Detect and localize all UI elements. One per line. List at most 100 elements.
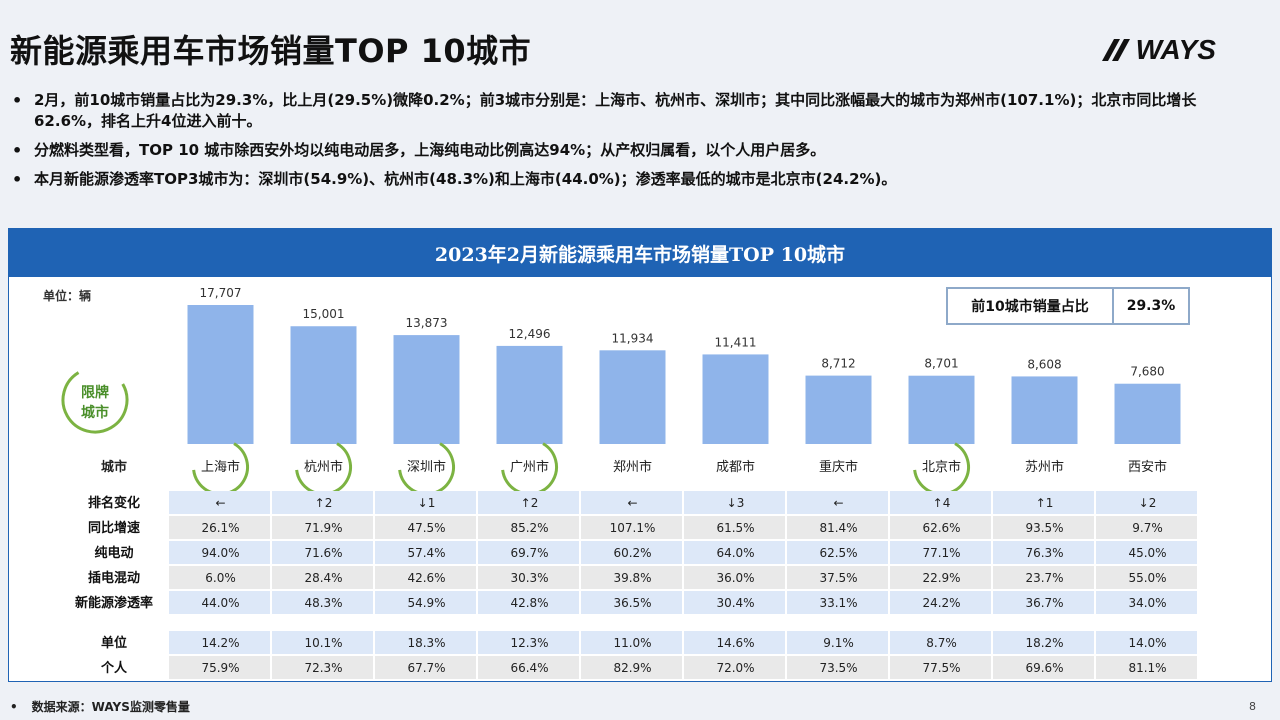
table-cell: 82.9% <box>613 661 651 675</box>
table-cell-bg <box>684 656 785 679</box>
table-cell-bg <box>375 631 476 654</box>
city-label: 杭州市 <box>304 459 343 475</box>
table-cell-bg <box>272 591 373 614</box>
table-cell: 81.4% <box>819 521 857 535</box>
table-cell: 11.0% <box>613 636 651 650</box>
city-label: 西安市 <box>1128 459 1167 475</box>
table-cell: 69.6% <box>1025 661 1063 675</box>
page-title: 新能源乘用车市场销量TOP 10城市 <box>10 32 532 70</box>
table-cell-bg <box>272 631 373 654</box>
bar-value-label: 8,608 <box>1027 357 1061 371</box>
table-cell-bg <box>684 591 785 614</box>
city-label: 上海市 <box>201 459 240 475</box>
table-cell: 48.3% <box>304 596 342 610</box>
table-cell-bg <box>169 591 270 614</box>
table-cell-bg <box>890 591 991 614</box>
table-cell-bg <box>169 631 270 654</box>
table-cell: 94.0% <box>201 546 239 560</box>
city-label: 苏州市 <box>1025 459 1064 475</box>
restricted-city-badge-ring <box>61 366 129 434</box>
table-cell-bg <box>1096 516 1197 539</box>
city-label: 深圳市 <box>407 459 446 475</box>
table-cell-bg <box>684 516 785 539</box>
table-row-label: 插电混动 <box>88 570 140 586</box>
table-cell-bg <box>684 566 785 589</box>
bar <box>290 326 357 444</box>
table-cell: 81.1% <box>1128 661 1166 675</box>
table-cell: 72.3% <box>304 661 342 675</box>
table-cell: 14.2% <box>201 636 239 650</box>
table-row-label: 单位 <box>101 635 127 651</box>
table-cell-bg <box>993 541 1094 564</box>
table-cell: 30.4% <box>716 596 754 610</box>
table-cell-bg <box>375 656 476 679</box>
table-cell-bg <box>478 631 579 654</box>
table-cell-bg <box>581 541 682 564</box>
table-cell-bg <box>272 516 373 539</box>
city-label: 北京市 <box>922 459 961 475</box>
bar-value-label: 15,001 <box>303 307 345 321</box>
table-cell: 85.2% <box>510 521 548 535</box>
table-cell: 73.5% <box>819 661 857 675</box>
ways-logo: WAYS <box>1100 34 1216 66</box>
bar-value-label: 17,707 <box>200 286 242 300</box>
table-cell: 69.7% <box>510 546 548 560</box>
table-cell: 10.1% <box>304 636 342 650</box>
table-cell: 9.7% <box>1132 521 1163 535</box>
bar <box>496 345 563 444</box>
table-cell-bg <box>478 566 579 589</box>
table-row-label: 同比增速 <box>88 520 140 536</box>
table-cell: 26.1% <box>201 521 239 535</box>
table-cell-bg <box>581 631 682 654</box>
bar <box>1114 383 1181 444</box>
table-cell: 45.0% <box>1128 546 1166 560</box>
table-cell-bg <box>478 516 579 539</box>
bar <box>187 305 254 444</box>
data-source-note: • 数据来源：WAYS监测零售量 <box>10 700 190 714</box>
table-cell: 37.5% <box>819 571 857 585</box>
bar-value-label: 12,496 <box>509 327 551 341</box>
table-cell: ← <box>833 496 843 510</box>
table-cell: 36.0% <box>716 571 754 585</box>
table-cell: 47.5% <box>407 521 445 535</box>
table-cell-bg <box>1096 631 1197 654</box>
table-cell: 14.6% <box>716 636 754 650</box>
table-cell-bg <box>684 491 785 514</box>
table-cell-bg <box>890 491 991 514</box>
table-cell-bg <box>890 516 991 539</box>
table-cell: 36.7% <box>1025 596 1063 610</box>
table-row-label: 个人 <box>100 660 128 676</box>
table-cell: 23.7% <box>1025 571 1063 585</box>
table-cell: 33.1% <box>819 596 857 610</box>
table-cell: ↓1 <box>418 496 436 510</box>
table-cell-bg <box>993 591 1094 614</box>
table-cell-bg <box>375 566 476 589</box>
table-cell-bg <box>993 631 1094 654</box>
table-cell-bg <box>478 491 579 514</box>
restricted-city-ring <box>192 438 249 496</box>
bar-value-label: 13,873 <box>406 316 448 330</box>
top10-share-box: 前10城市销量占比 29.3% <box>946 287 1190 325</box>
table-cell: 24.2% <box>922 596 960 610</box>
table-cell-bg <box>1096 566 1197 589</box>
ways-logo-text: WAYS <box>1135 34 1216 65</box>
table-cell-bg <box>1096 541 1197 564</box>
table-cell: 9.1% <box>823 636 854 650</box>
table-cell-bg <box>1096 591 1197 614</box>
city-label: 郑州市 <box>613 459 652 475</box>
table-cell-bg <box>890 566 991 589</box>
chart-panel: 2023年2月新能源乘用车市场销量TOP 10城市 单位：辆 前10城市销量占比… <box>8 228 1272 682</box>
summary-bullet: 2月，前10城市销量占比为29.3%，比上月(29.5%)微降0.2%；前3城市… <box>10 90 1250 132</box>
restricted-city-ring <box>295 438 352 496</box>
top10-share-label: 前10城市销量占比 <box>948 289 1114 323</box>
table-cell-bg <box>581 656 682 679</box>
unit-label: 单位：辆 <box>43 289 92 303</box>
table-cell-bg <box>375 541 476 564</box>
summary-bullet: 分燃料类型看，TOP 10 城市除西安外均以纯电动居多，上海纯电动比例高达94%… <box>10 140 1250 161</box>
table-cell-bg <box>272 656 373 679</box>
bar <box>1011 376 1078 444</box>
table-cell-bg <box>272 491 373 514</box>
table-cell-bg <box>272 541 373 564</box>
table-cell: 57.4% <box>407 546 445 560</box>
bar-value-label: 7,680 <box>1130 365 1164 379</box>
